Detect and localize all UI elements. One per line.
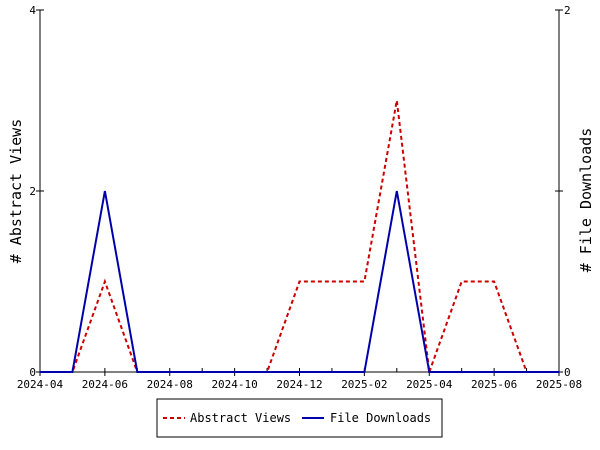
y-right-ticks: 02 <box>555 4 571 379</box>
x-tick-label: 2024-08 <box>147 378 193 391</box>
y-left-tick-label: 2 <box>29 185 36 198</box>
series-layer <box>40 100 559 373</box>
series-line-file-downloads <box>40 190 559 373</box>
x-tick-label: 2024-06 <box>82 378 128 391</box>
series-line-abstract-views <box>40 100 559 373</box>
x-tick-label: 2024-10 <box>211 378 257 391</box>
x-tick-label: 2025-08 <box>536 378 582 391</box>
x-tick-label: 2024-04 <box>17 378 64 391</box>
x-tick-label: 2025-02 <box>341 378 387 391</box>
y-right-tick-label: 2 <box>564 4 571 17</box>
x-tick-label: 2025-04 <box>406 378 453 391</box>
y-left-ticks: 0 2 4 <box>29 4 44 379</box>
y-left-axis-title: # Abstract Views <box>7 119 25 264</box>
y-left-tick-label: 0 <box>29 366 36 379</box>
x-ticks: 2024-04 2024-06 2024-08 2024-10 2024-12 2025-… <box>17 368 582 391</box>
legend-box <box>156 398 443 438</box>
y-right-tick-label: 0 <box>564 366 571 379</box>
plot-frame <box>39 10 560 373</box>
x-tick-label: 2024-12 <box>276 378 322 391</box>
x-tick-label: 2025-06 <box>471 378 517 391</box>
y-left-tick-label: 4 <box>29 4 36 17</box>
legend-label-file-downloads: File Downloads <box>330 411 431 425</box>
legend-label-abstract-views: Abstract Views <box>190 411 291 425</box>
legend: Abstract Views File Downloads <box>156 398 443 438</box>
y-right-axis-title: # File Downloads <box>577 128 595 273</box>
